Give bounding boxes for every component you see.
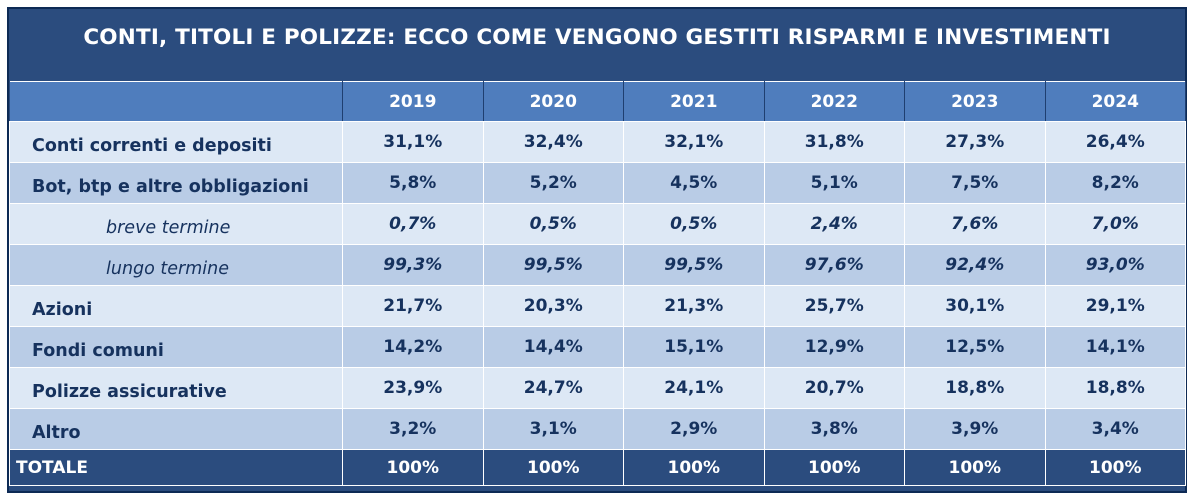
table-title: CONTI, TITOLI E POLIZZE: ECCO COME VENGO… <box>83 25 1111 50</box>
table-row: breve termine 0,7% 0,5% 0,5% 2,4% 7,6% 7,0% <box>9 203 1186 245</box>
column-header: 2024 <box>1044 81 1186 122</box>
table-cell: 5,1% <box>763 162 905 204</box>
table-cell: 0,7% <box>342 203 484 245</box>
total-value: 100% <box>623 449 765 486</box>
row-label: Polizze assicurative <box>9 367 343 409</box>
table-cell: 3,1% <box>482 408 624 450</box>
table-cell: 2,4% <box>763 203 905 245</box>
table-cell: 14,1% <box>1044 326 1186 368</box>
table-cell: 3,4% <box>1044 408 1186 450</box>
table-cell: 27,3% <box>904 121 1046 163</box>
table-cell: 0,5% <box>482 203 624 245</box>
column-header: 2022 <box>763 81 905 122</box>
column-header: 2019 <box>342 81 484 122</box>
header-corner-cell <box>9 81 343 122</box>
row-label: lungo termine <box>9 244 343 286</box>
table-cell: 8,2% <box>1044 162 1186 204</box>
table-cell: 31,1% <box>342 121 484 163</box>
table-cell: 31,8% <box>763 121 905 163</box>
table-cell: 7,5% <box>904 162 1046 204</box>
table-cell: 12,5% <box>904 326 1046 368</box>
table-cell: 21,7% <box>342 285 484 327</box>
total-label: TOTALE <box>9 449 343 486</box>
table-cell: 2,9% <box>623 408 765 450</box>
column-header: 2023 <box>904 81 1046 122</box>
table-cell: 99,5% <box>482 244 624 286</box>
table-row: Conti correnti e depositi 31,1% 32,4% 32,1%… <box>9 121 1186 163</box>
table-panel: CONTI, TITOLI E POLIZZE: ECCO COME VENGO… <box>7 7 1187 493</box>
total-row: TOTALE 100% 100% 100% 100% 100% 100% <box>9 449 1186 486</box>
table-cell: 93,0% <box>1044 244 1186 286</box>
data-table: 2019 2020 2021 2022 2023 2024 Conti corr… <box>9 81 1186 486</box>
table-cell: 3,8% <box>763 408 905 450</box>
row-label: Altro <box>9 408 343 450</box>
total-value: 100% <box>763 449 905 486</box>
row-label: Conti correnti e depositi <box>9 121 343 163</box>
table-row: Azioni 21,7% 20,3% 21,3% 25,7% 30,1% 29,1% <box>9 285 1186 327</box>
table-cell: 4,5% <box>623 162 765 204</box>
row-label: Bot, btp e altre obbligazioni <box>9 162 343 204</box>
table-cell: 3,9% <box>904 408 1046 450</box>
table-cell: 30,1% <box>904 285 1046 327</box>
table-cell: 15,1% <box>623 326 765 368</box>
column-header: 2020 <box>482 81 624 122</box>
column-header: 2021 <box>623 81 765 122</box>
table-cell: 18,8% <box>1044 367 1186 409</box>
table-cell: 20,3% <box>482 285 624 327</box>
total-value: 100% <box>342 449 484 486</box>
table-cell: 25,7% <box>763 285 905 327</box>
table-cell: 32,1% <box>623 121 765 163</box>
table-cell: 97,6% <box>763 244 905 286</box>
table-cell: 29,1% <box>1044 285 1186 327</box>
table-cell: 24,7% <box>482 367 624 409</box>
table-cell: 7,6% <box>904 203 1046 245</box>
table-row: Fondi comuni 14,2% 14,4% 15,1% 12,9% 12,5% 14,… <box>9 326 1186 368</box>
table-row: Polizze assicurative 23,9% 24,7% 24,1% 20,7%… <box>9 367 1186 409</box>
header-row: 2019 2020 2021 2022 2023 2024 <box>9 81 1186 122</box>
table-cell: 92,4% <box>904 244 1046 286</box>
table-row: Altro 3,2% 3,1% 2,9% 3,8% 3,9% 3,4% <box>9 408 1186 450</box>
table-cell: 3,2% <box>342 408 484 450</box>
table-cell: 99,3% <box>342 244 484 286</box>
table-cell: 14,4% <box>482 326 624 368</box>
table-cell: 5,8% <box>342 162 484 204</box>
total-value: 100% <box>904 449 1046 486</box>
row-label: breve termine <box>9 203 343 245</box>
table-row: Bot, btp e altre obbligazioni 5,8% 5,2% 4,5… <box>9 162 1186 204</box>
table-cell: 18,8% <box>904 367 1046 409</box>
total-value: 100% <box>482 449 624 486</box>
total-value: 100% <box>1044 449 1186 486</box>
row-label: Fondi comuni <box>9 326 343 368</box>
table-cell: 99,5% <box>623 244 765 286</box>
table-cell: 24,1% <box>623 367 765 409</box>
table-cell: 14,2% <box>342 326 484 368</box>
table-cell: 0,5% <box>623 203 765 245</box>
table-cell: 12,9% <box>763 326 905 368</box>
row-label: Azioni <box>9 285 343 327</box>
table-row: lungo termine 99,3% 99,5% 99,5% 97,6% 92,4% 93… <box>9 244 1186 286</box>
table-cell: 32,4% <box>482 121 624 163</box>
table-cell: 26,4% <box>1044 121 1186 163</box>
table-cell: 7,0% <box>1044 203 1186 245</box>
table-cell: 21,3% <box>623 285 765 327</box>
table-cell: 20,7% <box>763 367 905 409</box>
table-cell: 23,9% <box>342 367 484 409</box>
table-cell: 5,2% <box>482 162 624 204</box>
